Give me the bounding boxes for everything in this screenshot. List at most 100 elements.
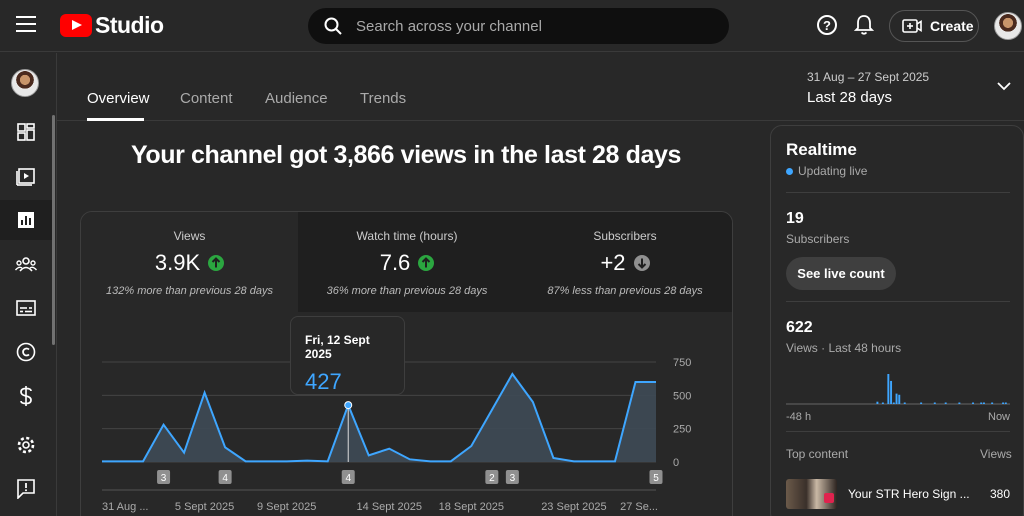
page-headline: Your channel got 3,866 views in the last… xyxy=(131,141,681,169)
metric-views[interactable]: Views 3.9K 132% more than previous 28 da… xyxy=(81,212,298,312)
analytics-icon xyxy=(18,212,34,228)
help-icon[interactable]: ? xyxy=(817,15,837,35)
overview-card: Views 3.9K 132% more than previous 28 da… xyxy=(80,211,733,516)
sidebar-item-content[interactable] xyxy=(0,156,52,196)
sidebar-item-analytics[interactable] xyxy=(0,200,52,240)
metric-value: +2 xyxy=(600,250,626,275)
subscriber-label: Subscribers xyxy=(786,232,850,246)
realtime-bar xyxy=(895,393,898,404)
see-live-count-button[interactable]: See live count xyxy=(786,257,896,290)
date-range-picker[interactable]: 31 Aug – 27 Sept 2025 Last 28 days xyxy=(807,70,929,106)
sidebar-item-subtitles[interactable] xyxy=(0,288,52,328)
tab-trends[interactable]: Trends xyxy=(360,90,407,107)
sidebar-item-dashboard[interactable] xyxy=(0,112,52,152)
account-avatar[interactable] xyxy=(994,12,1022,40)
sidebar-item-earn[interactable] xyxy=(0,376,52,416)
realtime-bar xyxy=(1002,402,1005,404)
date-range-label: Last 28 days xyxy=(807,89,893,106)
subscriber-count: 19 xyxy=(786,210,804,227)
realtime-bar xyxy=(881,402,884,404)
x-tick-label: 5 Sept 2025 xyxy=(175,501,234,513)
event-marker-label: 3 xyxy=(161,473,167,484)
realtime-bar xyxy=(933,402,936,404)
top-content-item[interactable]: Your STR Hero Sign ... 380 xyxy=(786,479,1010,509)
community-icon xyxy=(15,257,37,272)
metric-comparison: 132% more than previous 28 days xyxy=(106,285,273,297)
tooltip-value: 427 xyxy=(305,369,342,394)
studio-logo[interactable]: Studio xyxy=(60,12,164,38)
realtime-status-text: Updating live xyxy=(798,164,868,178)
event-marker-label: 5 xyxy=(653,473,659,484)
realtime-bar xyxy=(898,394,901,404)
event-marker-label: 4 xyxy=(345,473,351,484)
top-bar: Studio ? Create xyxy=(0,0,1024,52)
search-bar[interactable] xyxy=(308,8,729,44)
metric-comparison: 87% less than previous 28 days xyxy=(547,285,703,297)
divider xyxy=(786,431,1010,432)
sidebar-item-settings[interactable] xyxy=(0,425,52,465)
sidebar-item-community[interactable] xyxy=(0,244,52,284)
menu-icon[interactable] xyxy=(16,16,36,32)
realtime-bar xyxy=(903,402,906,404)
search-input[interactable] xyxy=(356,17,696,35)
chart-tooltip: Fri, 12 Sept 2025 427 xyxy=(290,316,405,395)
analytics-tabs: Overview Content Audience Trends 31 Aug … xyxy=(57,53,1024,121)
realtime-views-chart[interactable] xyxy=(786,370,1010,406)
tab-content[interactable]: Content xyxy=(180,90,233,107)
realtime-bar xyxy=(944,402,947,404)
active-tab-indicator xyxy=(87,118,144,121)
metric-watch-time[interactable]: Watch time (hours) 7.6 36% more than pre… xyxy=(298,212,516,312)
sidebar-item-feedback[interactable] xyxy=(0,469,52,509)
metric-subscribers[interactable]: Subscribers +2 87% less than previous 28… xyxy=(516,212,732,312)
notifications-bell-icon[interactable] xyxy=(854,14,874,36)
logo-text: Studio xyxy=(95,11,164,38)
content-icon xyxy=(16,168,35,186)
copyright-icon xyxy=(16,342,36,362)
hover-point xyxy=(344,401,353,410)
realtime-bar xyxy=(876,401,879,404)
views-chart[interactable]: 750 500 250 0 3 4 4 2 3 5 31 Aug ... 5 Sept 2025 9 S… xyxy=(80,312,710,516)
sidebar-item-copyright[interactable] xyxy=(0,332,52,372)
event-marker xyxy=(505,470,519,484)
trend-up-icon xyxy=(208,255,225,271)
y-tick-label: 500 xyxy=(673,390,691,402)
create-button[interactable]: Create xyxy=(889,10,979,42)
realtime-bar xyxy=(958,402,961,404)
channel-avatar[interactable] xyxy=(11,69,39,97)
realtime-status: Updating live xyxy=(786,164,867,178)
trend-up-icon xyxy=(418,255,435,271)
event-marker-label: 2 xyxy=(489,473,495,484)
tab-audience[interactable]: Audience xyxy=(265,90,328,107)
x-tick-label: 9 Sept 2025 xyxy=(257,501,316,513)
event-marker xyxy=(341,470,355,484)
divider xyxy=(786,192,1010,193)
realtime-axis-end: Now xyxy=(988,411,1011,423)
sidebar xyxy=(0,53,57,516)
chevron-down-icon[interactable] xyxy=(997,82,1011,91)
realtime-bar xyxy=(887,374,890,404)
search-icon xyxy=(324,17,342,35)
realtime-panel: Realtime Updating live 19 Subscribers Se… xyxy=(770,125,1024,516)
video-thumbnail xyxy=(786,479,837,509)
event-marker-label: 3 xyxy=(510,473,516,484)
metric-title: Watch time (hours) xyxy=(356,229,458,243)
chart-area xyxy=(102,374,656,462)
settings-icon xyxy=(17,436,35,454)
realtime-bar xyxy=(991,402,994,404)
x-tick-label: 27 Se... xyxy=(620,501,658,513)
realtime-bar xyxy=(892,402,895,404)
x-tick-label: 23 Sept 2025 xyxy=(541,501,606,513)
event-marker xyxy=(649,470,663,484)
event-marker-label: 4 xyxy=(222,473,228,484)
y-tick-label: 750 xyxy=(673,357,691,369)
realtime-axis-start: -48 h xyxy=(786,411,812,423)
event-marker xyxy=(218,470,232,484)
tab-overview[interactable]: Overview xyxy=(87,90,150,107)
realtime-bar xyxy=(980,402,983,404)
divider xyxy=(786,301,1010,302)
sidebar-scrollbar[interactable] xyxy=(52,115,55,345)
metric-title: Subscribers xyxy=(593,229,657,243)
create-label: Create xyxy=(930,18,974,34)
realtime-bar xyxy=(1004,402,1007,404)
feedback-icon xyxy=(17,479,35,499)
